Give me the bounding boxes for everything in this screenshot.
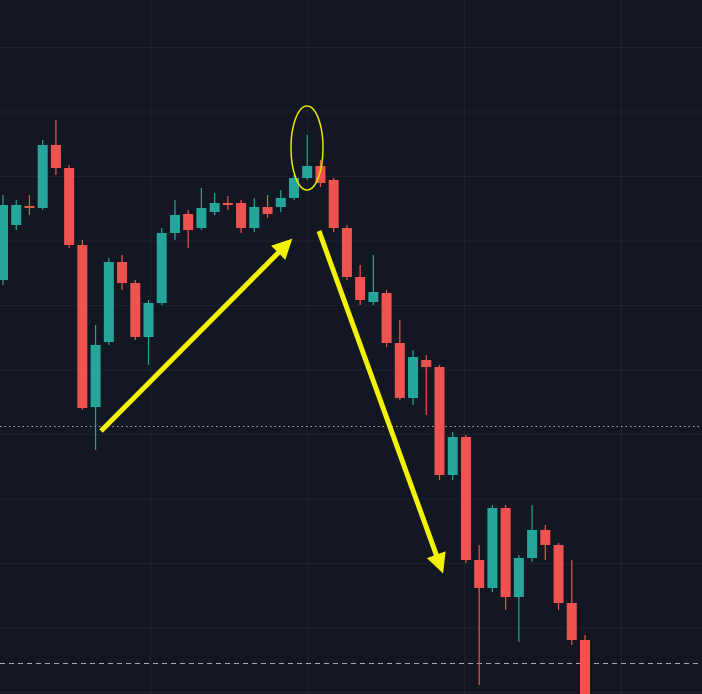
candle-body — [500, 508, 511, 597]
annotation-ellipse — [290, 105, 324, 191]
candle-body — [236, 203, 247, 228]
candle-body — [262, 207, 273, 214]
candle-body — [513, 558, 524, 597]
candle-body — [553, 545, 564, 603]
candle-body — [37, 145, 48, 208]
annotation-arrow — [316, 230, 446, 574]
candle-body — [77, 245, 88, 408]
candle-body — [0, 205, 8, 280]
candle-body — [434, 367, 445, 475]
candle-body — [527, 530, 538, 558]
candle-body — [408, 357, 419, 398]
candle-body — [566, 603, 577, 640]
candle-body — [117, 262, 128, 283]
candle-body — [130, 283, 141, 337]
candle-body — [460, 437, 471, 560]
candle-body — [209, 203, 220, 212]
candle-body — [381, 293, 392, 343]
candle-body — [328, 180, 339, 228]
candle-body — [275, 198, 286, 207]
candle-body — [315, 166, 326, 183]
candle-body — [540, 530, 551, 545]
candle-body — [302, 166, 313, 178]
candle-body — [103, 262, 114, 342]
candle-body — [11, 205, 22, 225]
candle-body — [355, 277, 366, 300]
candle-body — [64, 168, 75, 245]
candle-body — [249, 207, 260, 228]
candle-body — [222, 203, 233, 205]
candle-body — [580, 640, 590, 694]
candle-body — [143, 303, 154, 337]
candle-body — [474, 560, 485, 588]
candle-body — [90, 345, 101, 407]
candle-body — [368, 292, 379, 302]
candle-body — [50, 145, 61, 168]
annotation-arrow — [99, 238, 293, 433]
candle-body — [156, 233, 167, 303]
candle-body — [487, 508, 498, 588]
candle-body — [196, 208, 207, 228]
candle-body — [24, 206, 35, 208]
candle-body — [447, 437, 458, 475]
candle-body — [183, 214, 194, 230]
candle-body — [394, 343, 405, 398]
candle-body — [169, 215, 180, 233]
candle-body — [421, 360, 432, 367]
candle-body — [289, 178, 299, 198]
candle-body — [341, 228, 352, 277]
